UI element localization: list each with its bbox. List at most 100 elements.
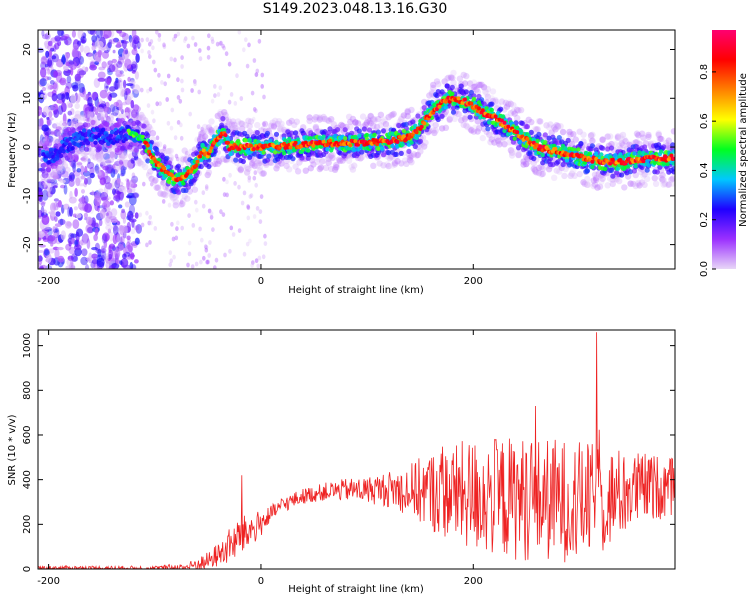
spectrogram-noise-blob bbox=[137, 158, 142, 163]
spectrogram-noise-blob bbox=[148, 54, 152, 59]
spectrogram-noise-blob bbox=[38, 230, 45, 238]
spectrogram-noise-blob bbox=[45, 50, 50, 58]
spectrogram-ridge-cell bbox=[290, 156, 296, 162]
spectrogram-noise-blob bbox=[43, 209, 48, 215]
spectrogram-noise-blob bbox=[259, 160, 264, 166]
spectrogram-noise-blob bbox=[126, 241, 131, 250]
spectrogram-noise-blob bbox=[111, 105, 119, 117]
spectrogram-ridge-cell bbox=[572, 136, 579, 143]
spectrogram-noise-blob bbox=[69, 190, 73, 200]
spectrogram-noise-blob bbox=[65, 265, 74, 269]
spectrogram-ridge-cell bbox=[96, 156, 103, 163]
spectrogram-noise-blob bbox=[83, 45, 91, 55]
spectrogram-noise-blob bbox=[151, 45, 155, 51]
spectrogram-noise-blob bbox=[46, 253, 52, 264]
spectrogram-noise-blob bbox=[245, 63, 250, 69]
spectrogram-ridge-cell bbox=[101, 111, 108, 118]
spectrogram-noise-blob bbox=[100, 30, 105, 38]
spectrogram-ridge-cell bbox=[563, 146, 568, 151]
spectrogram-ridge-cell bbox=[83, 111, 90, 118]
spectrogram-ridge-cell bbox=[299, 155, 305, 161]
spectrogram-noise-blob bbox=[254, 108, 258, 114]
spectrogram-noise-blob bbox=[69, 61, 78, 70]
spectrogram-ridge-cell bbox=[471, 96, 477, 102]
spectrogram-noise-blob bbox=[118, 159, 124, 165]
spectrogram-noise-blob bbox=[205, 259, 209, 265]
spectrogram-noise-blob bbox=[245, 241, 250, 247]
spectrogram-noise-blob bbox=[117, 77, 123, 89]
spectrogram-ridge-cell bbox=[70, 116, 78, 124]
spectrogram-ridge-cell bbox=[409, 140, 414, 145]
spectrogram-noise-blob bbox=[137, 41, 141, 49]
spectrogram-noise-blob bbox=[246, 205, 251, 211]
spectrogram-noise-blob bbox=[70, 93, 77, 105]
spectrogram-noise-blob bbox=[223, 252, 227, 258]
spectrogram-noise-blob bbox=[101, 248, 107, 254]
spectrogram-noise-blob bbox=[179, 135, 184, 141]
spectrogram-ridge-cell bbox=[181, 147, 188, 154]
spectrogram-ridge-cell bbox=[584, 168, 590, 174]
spectrogram-ridge-cell bbox=[347, 123, 354, 131]
spectrogram-noise-blob bbox=[168, 250, 173, 256]
spectrogram-noise-blob bbox=[39, 78, 47, 87]
spectrogram-ridge-cell bbox=[74, 110, 81, 117]
spectrogram-noise-blob bbox=[108, 249, 113, 259]
spectrogram-noise-blob bbox=[71, 253, 78, 262]
spectrogram-noise-blob bbox=[53, 70, 58, 78]
spectrogram-noise-blob bbox=[121, 32, 129, 41]
spectrogram-noise-blob bbox=[195, 207, 199, 213]
spectrogram-noise-blob bbox=[193, 79, 197, 84]
spectrogram-noise-blob bbox=[258, 219, 263, 225]
spectrogram-noise-blob bbox=[86, 176, 92, 185]
spectrogram-noise-blob bbox=[111, 58, 118, 64]
spectrogram-noise-blob bbox=[96, 41, 104, 49]
spectrogram-ridge-cell bbox=[538, 144, 543, 149]
spectrogram-noise-blob bbox=[97, 112, 102, 121]
spectrogram-noise-blob bbox=[101, 250, 107, 261]
spectrogram-ridge-cell bbox=[87, 110, 94, 118]
spectrogram-noise-blob bbox=[131, 30, 137, 39]
spectrogram-ridge-cell bbox=[247, 118, 255, 125]
spectrogram-noise-blob bbox=[51, 55, 57, 60]
spectrogram-ridge-cell bbox=[195, 159, 200, 164]
spectrogram-ridge-cell bbox=[243, 138, 249, 143]
spectrogram-noise-blob bbox=[210, 36, 214, 42]
spectrogram-noise-blob bbox=[91, 45, 96, 51]
spectrogram-ridge-cell bbox=[467, 114, 473, 120]
spectrogram-noise-blob bbox=[74, 114, 82, 119]
spectrogram-noise-blob bbox=[219, 209, 223, 215]
spectrogram-noise-blob bbox=[94, 166, 101, 173]
spectrogram-noise-blob bbox=[118, 190, 124, 201]
spectrogram-noise-blob bbox=[96, 257, 105, 268]
spectrogram-ridge-cell bbox=[228, 151, 233, 157]
spectrogram-noise-blob bbox=[71, 48, 78, 59]
spectrogram-noise-blob bbox=[38, 244, 46, 248]
spectrogram-noise-blob bbox=[147, 220, 151, 226]
spectrogram-noise-blob bbox=[260, 84, 265, 89]
spectrogram-noise-blob bbox=[72, 219, 80, 230]
spectrogram-noise-blob bbox=[176, 31, 181, 37]
spectrogram-ridge-cell bbox=[348, 143, 353, 148]
spectrogram-ridge-cell bbox=[194, 163, 199, 168]
spectrogram-noise-blob bbox=[100, 162, 104, 167]
spectrogram-ridge-cell bbox=[75, 161, 83, 168]
spectrogram-noise-blob bbox=[203, 244, 208, 250]
spectrogram-noise-blob bbox=[250, 263, 254, 268]
spectrogram-noise-blob bbox=[53, 44, 57, 53]
spectrogram-ridge-cell bbox=[80, 150, 88, 158]
spectrogram-noise-blob bbox=[105, 85, 109, 89]
spectrogram-ridge-cell bbox=[332, 133, 338, 139]
spectrogram-noise-blob bbox=[97, 50, 102, 58]
spectrogram-noise-blob bbox=[116, 234, 123, 244]
spectrogram-ridge-cell bbox=[415, 113, 421, 119]
spectrogram-noise-blob bbox=[102, 200, 108, 205]
spectrogram-noise-blob bbox=[227, 61, 232, 67]
spectrogram-ridge-cell bbox=[164, 155, 170, 161]
spectrogram-noise-blob bbox=[87, 52, 96, 61]
spectrogram-noise-blob bbox=[38, 197, 43, 202]
spectrogram-noise-blob bbox=[219, 160, 223, 165]
spectrogram-noise-blob bbox=[88, 252, 93, 261]
spectrogram-noise-blob bbox=[251, 116, 256, 122]
spectrogram-noise-blob bbox=[115, 259, 121, 265]
spectrogram-noise-blob bbox=[193, 42, 198, 47]
